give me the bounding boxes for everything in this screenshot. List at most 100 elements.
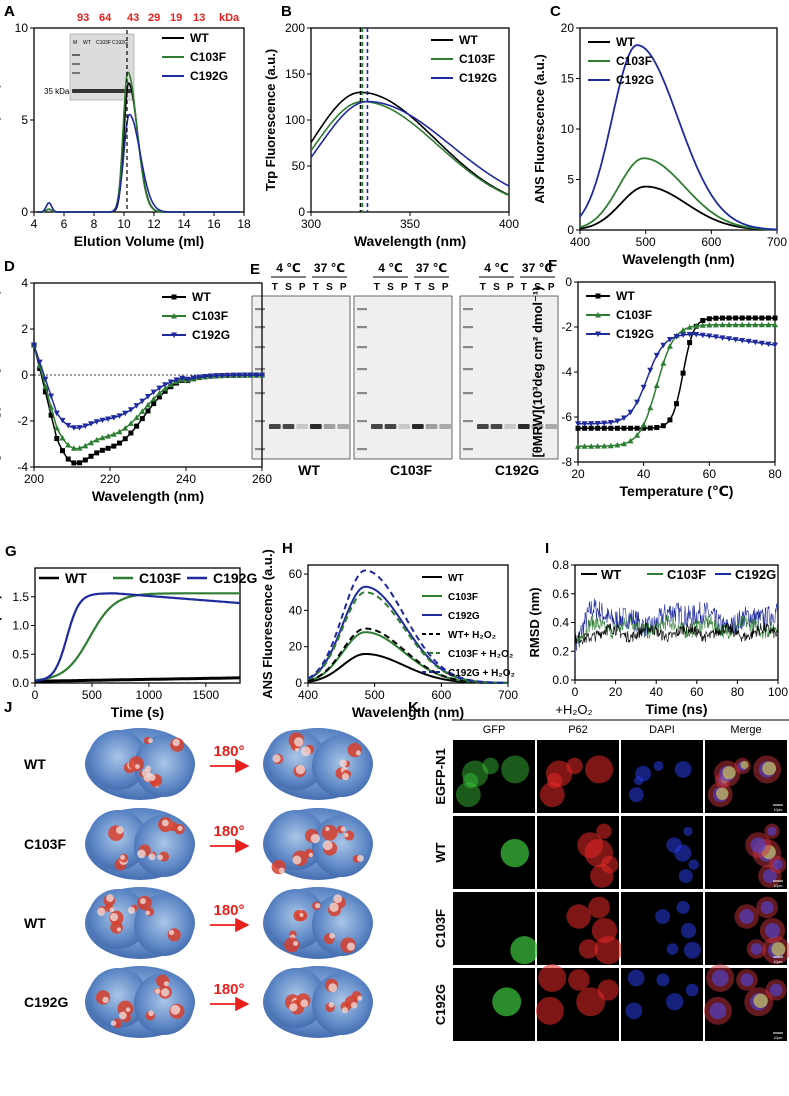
x-tick-label: 10 xyxy=(117,217,131,231)
mw-value: 29 xyxy=(148,12,160,24)
data-point xyxy=(60,448,65,454)
data-point xyxy=(582,425,588,431)
data-point xyxy=(607,442,614,449)
data-point xyxy=(128,430,134,436)
data-point xyxy=(94,450,100,456)
lane-label: S xyxy=(534,282,541,293)
lane-label: T xyxy=(374,282,380,293)
x-axis-label: Wavelength (nm) xyxy=(354,233,466,249)
lane-label: S xyxy=(387,282,394,293)
x-tick-label: 60 xyxy=(703,467,717,481)
micrograph xyxy=(537,816,619,889)
legend-label: C103F xyxy=(459,52,495,66)
legend-label: C192G + H₂O₂ xyxy=(448,668,515,679)
series-line-c192g xyxy=(579,44,777,231)
data-point xyxy=(680,370,686,376)
ladder-band xyxy=(463,346,473,349)
micrograph xyxy=(453,740,535,813)
data-point xyxy=(99,434,106,441)
legend-label: WT xyxy=(459,33,478,47)
y-tick-label: 0.0 xyxy=(12,676,29,690)
mw-markers: 93 64 43 29 19 13 kDa xyxy=(77,12,240,24)
data-point xyxy=(88,453,94,459)
x-tick-label: 500 xyxy=(82,688,102,702)
data-point xyxy=(607,419,614,426)
data-point xyxy=(752,315,758,321)
data-point xyxy=(772,315,778,321)
data-point xyxy=(70,425,77,431)
x-tick-label: 0 xyxy=(572,685,579,699)
protein-band xyxy=(323,424,336,429)
legend-label: WT+ H₂O₂ xyxy=(448,630,496,641)
data-point xyxy=(99,417,106,424)
x-tick-label: 500 xyxy=(636,235,656,249)
y-tick-label: 0 xyxy=(21,205,28,219)
data-point xyxy=(116,413,123,419)
y-tick-label: 150 xyxy=(285,67,305,81)
chart-c: C 400 500 600 700 0 5 10 15 20 Wavelength (nm) ANS … xyxy=(532,3,787,267)
data-point xyxy=(759,315,765,321)
x-tick-label: 14 xyxy=(177,217,191,231)
temperature-label: 4 ℃ xyxy=(276,261,301,275)
ladder-band xyxy=(72,72,80,74)
ladder-band xyxy=(255,420,265,423)
data-point xyxy=(184,376,191,383)
data-point xyxy=(48,404,55,410)
legend-label: C103F xyxy=(616,308,652,322)
protein-surface xyxy=(263,808,373,880)
micrograph xyxy=(621,892,703,965)
data-point xyxy=(82,423,89,429)
data-point xyxy=(162,388,168,394)
series-line-c192g xyxy=(574,598,779,659)
data-point xyxy=(752,339,759,346)
lane-label: S xyxy=(285,282,292,293)
data-point xyxy=(88,439,94,446)
micrograph xyxy=(621,740,703,813)
row-label: C192G xyxy=(433,984,448,1025)
chart-f: F 20 40 60 80 -8 -6 -4 -2 0 Temperature (℃) [θMRW](… xyxy=(530,257,782,499)
data-point xyxy=(145,394,151,400)
data-point xyxy=(772,342,778,349)
gel-lane-label: C192G xyxy=(112,40,128,46)
protein-band xyxy=(425,424,438,429)
data-point xyxy=(752,321,759,328)
data-point xyxy=(647,367,654,374)
data-point xyxy=(59,435,66,441)
gel-image xyxy=(251,295,351,460)
protein-surface xyxy=(85,808,195,880)
data-point xyxy=(765,341,772,348)
data-point xyxy=(654,425,660,431)
row-label: C103F xyxy=(433,909,448,948)
series-line-wt xyxy=(579,185,778,231)
legend-label: C103F xyxy=(139,570,181,586)
data-point xyxy=(139,408,146,414)
data-point xyxy=(581,421,588,427)
data-point xyxy=(647,404,654,411)
y-tick-label: 0.8 xyxy=(552,558,569,572)
data-point xyxy=(139,398,146,405)
micrograph xyxy=(453,892,539,965)
x-tick-label: 1000 xyxy=(136,688,163,702)
series-line-c192g xyxy=(37,113,241,213)
legend-label: C192G xyxy=(213,570,257,586)
legend-label: C192G xyxy=(616,327,654,341)
x-tick-label: 700 xyxy=(498,688,518,702)
scale-bar-label: 10μm xyxy=(774,1036,783,1040)
data-point xyxy=(640,421,647,428)
data-point xyxy=(595,331,601,337)
ladder-band xyxy=(463,392,473,395)
y-tick-label: 10 xyxy=(15,21,29,35)
series-line-wt xyxy=(574,622,779,645)
data-point xyxy=(99,447,105,453)
ladder-band xyxy=(463,326,473,329)
gel-image xyxy=(459,295,559,460)
data-point xyxy=(706,316,712,322)
data-point xyxy=(65,422,72,429)
ladder-band xyxy=(357,448,367,451)
rotation-label: 180° xyxy=(213,981,244,998)
protein-band xyxy=(517,424,530,429)
data-point xyxy=(77,460,83,466)
data-point xyxy=(653,352,660,359)
micrograph: 10μm xyxy=(703,964,787,1041)
